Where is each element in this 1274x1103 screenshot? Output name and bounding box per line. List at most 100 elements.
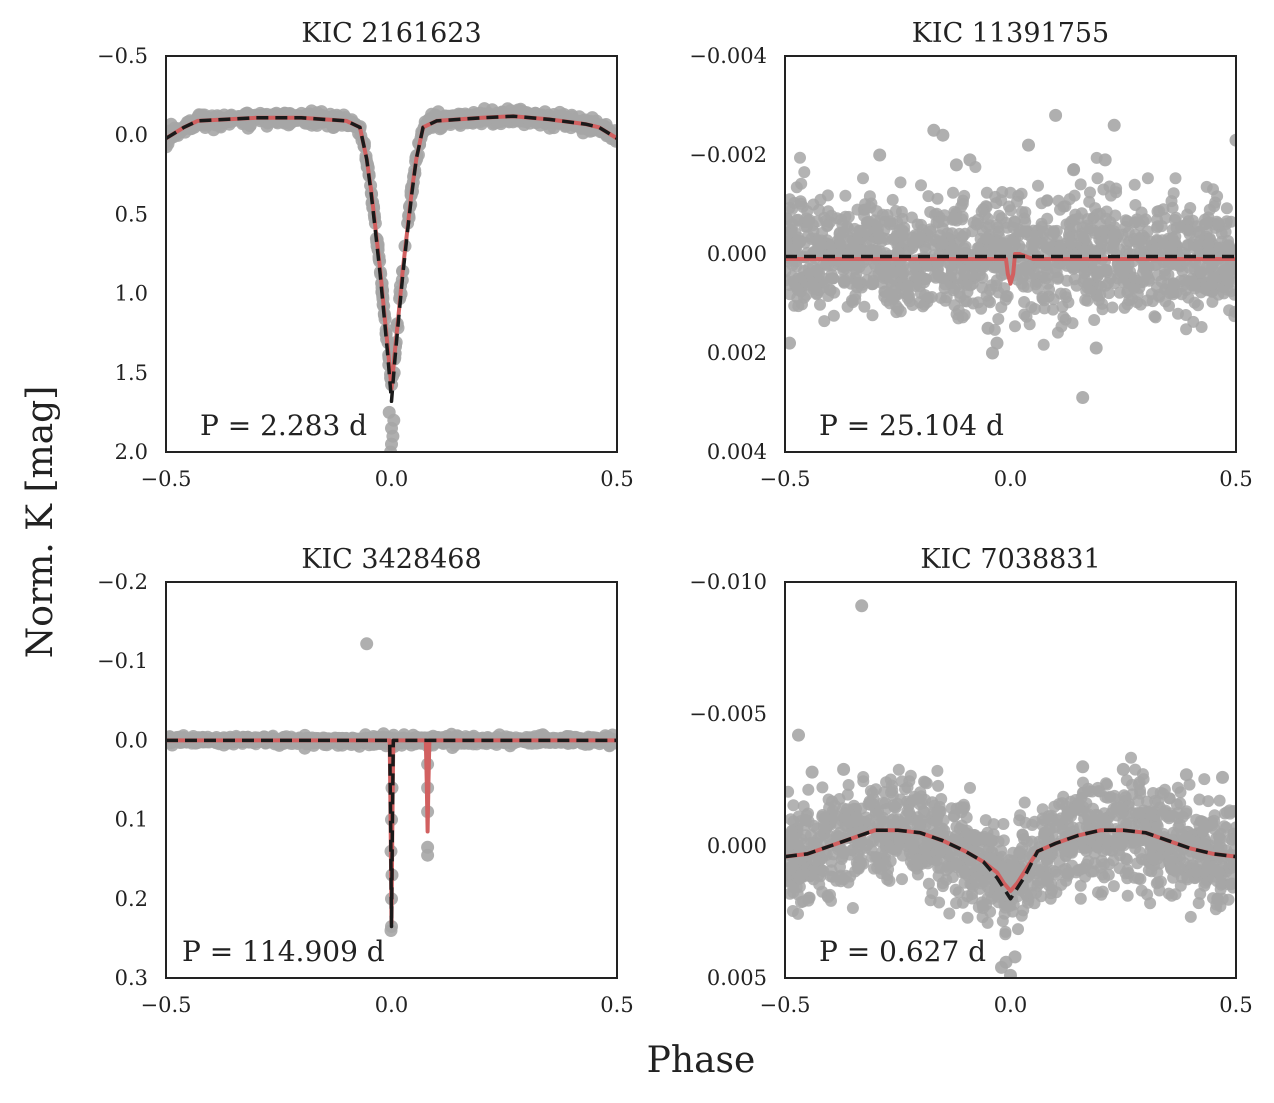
data-point <box>1009 320 1021 333</box>
data-point <box>1193 793 1206 806</box>
data-point <box>795 177 808 190</box>
y-tick-label: 1.5 <box>115 361 148 385</box>
data-point <box>1171 781 1184 794</box>
data-point <box>1023 318 1036 331</box>
data-point <box>915 179 927 192</box>
data-point <box>1081 294 1094 307</box>
plot-area <box>166 102 617 452</box>
figure-xlabel: Phase <box>647 1040 756 1081</box>
data-point <box>1037 338 1050 351</box>
x-tick-label: 0.5 <box>1219 467 1252 491</box>
data-point <box>1218 820 1231 833</box>
data-point <box>980 232 993 245</box>
data-point <box>877 815 890 828</box>
data-point <box>945 265 958 278</box>
data-point <box>1121 889 1134 902</box>
data-point <box>1181 224 1194 236</box>
data-point <box>886 233 899 246</box>
data-point <box>857 172 869 185</box>
data-point <box>1202 238 1215 251</box>
data-point <box>1008 215 1021 228</box>
data-point <box>1052 194 1065 207</box>
data-point <box>1038 294 1051 307</box>
data-point <box>802 783 815 796</box>
data-point <box>1102 277 1114 290</box>
data-point <box>1206 295 1219 308</box>
data-point <box>958 309 971 321</box>
data-point <box>959 227 971 240</box>
data-point <box>919 289 931 302</box>
data-point <box>955 200 968 213</box>
data-point <box>822 290 835 302</box>
x-tick-label: 0.0 <box>375 993 408 1017</box>
data-point <box>1069 221 1082 233</box>
data-point <box>870 205 883 218</box>
data-point <box>958 189 971 202</box>
data-point <box>1088 261 1101 273</box>
y-tick-label: 0.3 <box>115 966 148 990</box>
data-point <box>1094 207 1107 220</box>
data-point <box>1155 220 1168 233</box>
y-tick-label: 2.0 <box>115 440 148 464</box>
x-tick-label: 0.0 <box>994 467 1027 491</box>
data-point <box>1166 285 1179 298</box>
data-point <box>1035 220 1048 233</box>
data-point <box>384 445 398 452</box>
data-point <box>931 764 944 777</box>
data-point <box>283 117 297 131</box>
data-point <box>386 429 400 443</box>
data-point <box>845 294 858 307</box>
data-point <box>982 244 995 257</box>
data-point <box>1069 258 1082 271</box>
data-point <box>837 264 850 277</box>
data-point <box>947 186 959 199</box>
chart-title: KIC 3428468 <box>301 544 481 575</box>
data-point <box>834 238 847 251</box>
data-point <box>1209 196 1222 209</box>
y-tick-label: 0.1 <box>115 808 148 832</box>
period-annotation: P = 25.104 d <box>819 409 1004 442</box>
data-point <box>931 264 944 277</box>
y-tick-label: −0.2 <box>97 570 148 594</box>
y-tick-label: −0.002 <box>689 143 767 167</box>
data-point <box>995 260 1008 273</box>
data-point <box>791 283 804 296</box>
data-point <box>387 413 401 427</box>
data-point <box>997 818 1010 830</box>
data-point <box>961 911 974 924</box>
data-point <box>926 887 939 900</box>
data-point <box>1128 271 1141 284</box>
data-point <box>1036 803 1049 816</box>
period-annotation: P = 114.909 d <box>182 935 385 968</box>
data-point <box>975 302 988 315</box>
data-point <box>1095 236 1108 249</box>
data-point <box>848 241 861 254</box>
fit-line <box>166 738 617 929</box>
data-point <box>1025 301 1038 314</box>
data-point <box>1103 180 1116 193</box>
data-point <box>993 238 1005 251</box>
data-point <box>798 166 811 179</box>
data-point <box>931 192 944 205</box>
plot-area <box>785 108 1236 404</box>
data-point <box>1024 269 1037 282</box>
data-point <box>1183 778 1196 791</box>
data-point <box>1089 341 1103 355</box>
x-tick-label: −0.5 <box>141 993 192 1017</box>
data-point <box>1001 290 1014 303</box>
data-point <box>1088 314 1101 326</box>
data-point <box>1228 244 1236 257</box>
data-point <box>825 272 838 285</box>
data-point <box>1068 189 1081 202</box>
y-tick-label: 0.5 <box>115 202 148 226</box>
data-point <box>1106 301 1119 314</box>
data-point <box>938 209 951 222</box>
plot-frame <box>784 55 1237 453</box>
data-point <box>833 227 846 240</box>
data-point <box>910 271 923 284</box>
data-point <box>1041 194 1054 207</box>
y-tick-label: 0.000 <box>707 242 767 266</box>
data-point <box>1134 234 1147 247</box>
